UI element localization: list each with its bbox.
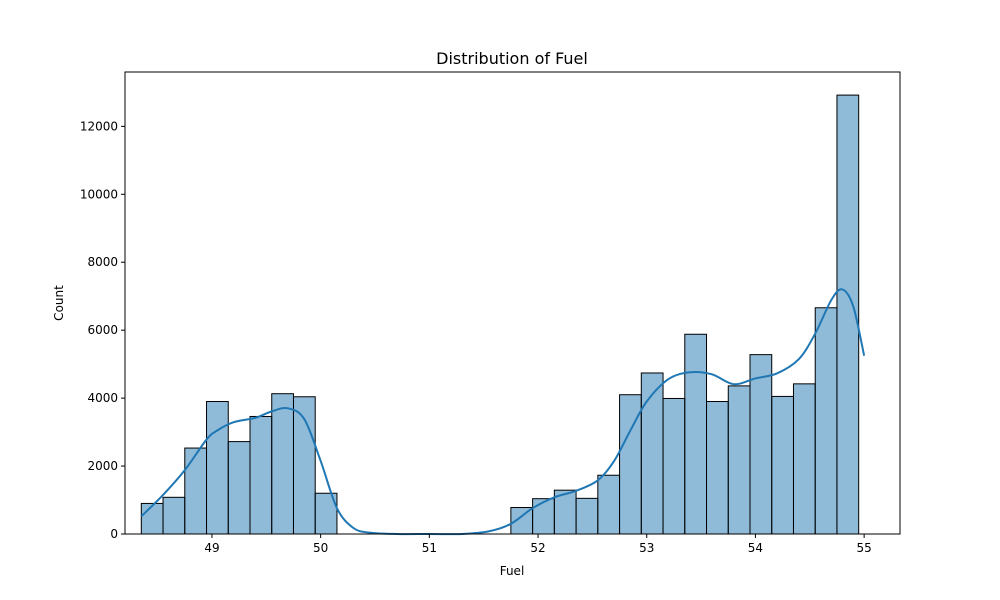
x-axis-label: Fuel: [500, 564, 525, 578]
y-tick-label: 6000: [87, 323, 118, 337]
histogram-bar: [140, 502, 164, 535]
plot-frame: [124, 71, 901, 535]
y-tick-label: 2000: [87, 459, 118, 473]
x-tick-label: 54: [748, 541, 763, 555]
histogram-bar: [662, 397, 686, 535]
y-axis-label: Count: [52, 285, 66, 321]
histogram-bar: [792, 383, 816, 535]
histogram-bar: [640, 372, 664, 535]
y-tick-label: 10000: [80, 187, 118, 201]
histogram-bar: [684, 333, 708, 535]
y-tick-label: 4000: [87, 391, 118, 405]
x-tick-label: 53: [639, 541, 654, 555]
histogram-bar: [184, 447, 208, 535]
bars-group: [140, 94, 860, 535]
x-tick-label: 55: [856, 541, 871, 555]
kde-group: [140, 288, 866, 536]
y-tick-label: 8000: [87, 255, 118, 269]
x-tick-label: 50: [313, 541, 328, 555]
histogram-bar: [597, 474, 621, 535]
histogram-bar: [249, 415, 273, 535]
histogram-bar: [814, 307, 838, 535]
x-tick-label: 49: [204, 541, 219, 555]
chart-title: Distribution of Fuel: [436, 49, 588, 68]
y-tick-label: 0: [110, 527, 118, 541]
y-axis: 0 2000 4000 6000 8000 10000 12000: [80, 119, 125, 541]
histogram-bar: [706, 401, 729, 535]
x-tick-label: 51: [422, 541, 437, 555]
y-tick-label: 12000: [80, 119, 118, 133]
histogram-bar: [771, 395, 794, 535]
histogram-bar: [271, 393, 294, 535]
histogram-bar: [206, 401, 229, 535]
histogram-bar: [749, 354, 773, 535]
kde-line: [140, 288, 866, 536]
histogram-bar: [227, 441, 251, 535]
histogram-bar: [162, 496, 186, 535]
histogram-bar: [575, 497, 599, 535]
histogram-bar: [727, 385, 751, 535]
x-axis: 49 50 51 52 53 54 55: [204, 534, 872, 555]
x-tick-label: 52: [530, 541, 545, 555]
histogram-bar: [532, 498, 555, 535]
